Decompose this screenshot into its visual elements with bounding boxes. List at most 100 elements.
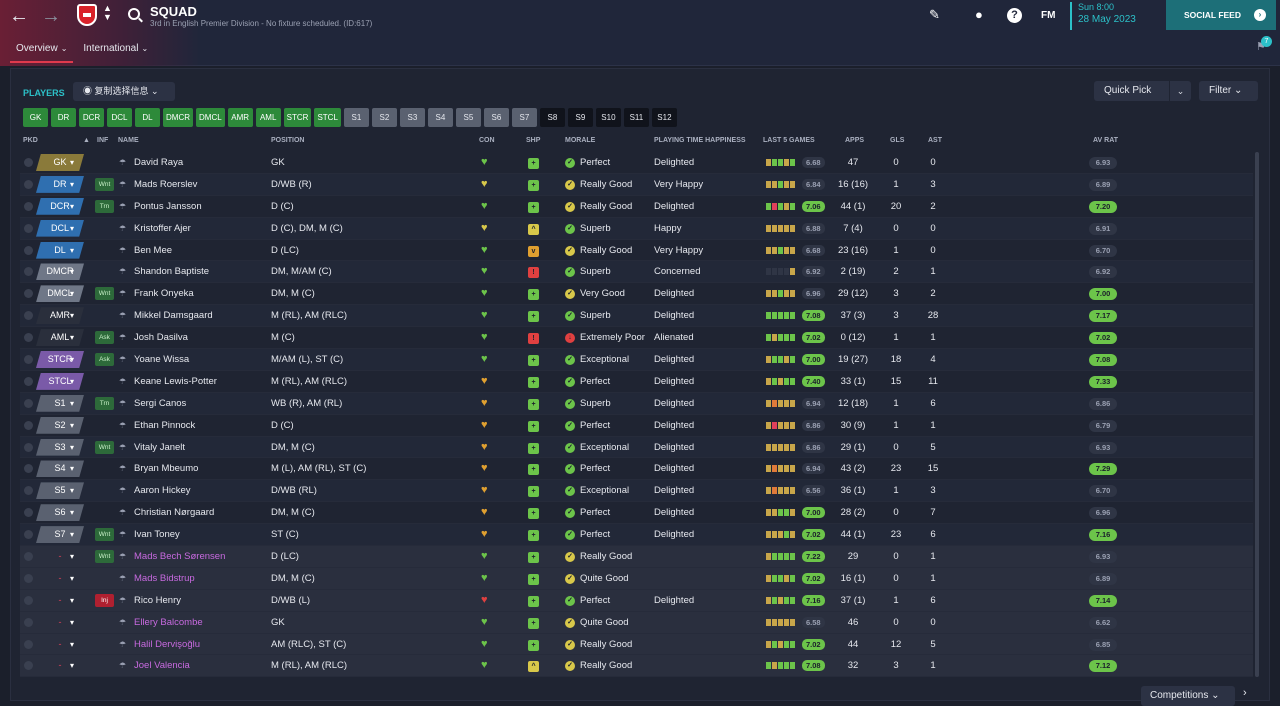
chevron-down-icon[interactable]: ▾	[70, 398, 75, 408]
chevron-down-icon[interactable]: ▾	[70, 376, 75, 386]
scrollbar[interactable]	[1255, 152, 1259, 677]
picked-position-badge[interactable]: AMR	[36, 307, 84, 325]
col-apps[interactable]: APPS	[845, 137, 865, 144]
select-checkbox[interactable]	[24, 223, 33, 233]
player-name[interactable]: Joel Valencia	[134, 660, 190, 672]
select-checkbox[interactable]	[24, 398, 33, 408]
player-name[interactable]: Keane Lewis-Potter	[134, 375, 217, 387]
player-name[interactable]: Ellery Balcombe	[134, 616, 203, 628]
col-pkd[interactable]: PKD	[23, 137, 38, 144]
picked-position-badge[interactable]: S5	[36, 482, 84, 500]
filter-button[interactable]: Filter ⌄	[1199, 81, 1258, 101]
tab-overview[interactable]: Overview ⌄	[10, 41, 74, 66]
select-checkbox[interactable]	[24, 376, 33, 386]
table-row[interactable]: - ▾ ☂ Ellery Balcombe GK ♥ + ✓ Quite Good 6.58 46 0…	[20, 611, 1253, 634]
position-chip-s8[interactable]: S8	[539, 108, 565, 127]
fm-menu-button[interactable]: FM	[1041, 10, 1056, 21]
picked-position-badge[interactable]: DR	[36, 175, 84, 193]
select-checkbox[interactable]	[24, 661, 33, 671]
club-crest-icon[interactable]	[77, 4, 97, 26]
table-row[interactable]: - ▾ ☂ Halil Dervişoğlu AM (RLC), ST (C) ♥ + ✓ Re…	[20, 633, 1253, 656]
notifications-icon[interactable]: ⚑ 7	[1256, 36, 1272, 53]
chevron-down-icon[interactable]: ▾	[70, 464, 75, 474]
player-name[interactable]: Yoane Wissa	[134, 354, 190, 366]
chevron-down-icon[interactable]: ▾	[70, 201, 75, 211]
picked-position-badge[interactable]: STCR	[36, 351, 84, 369]
competitions-button[interactable]: Competitions ⌄	[1141, 686, 1235, 706]
position-chip-stcl[interactable]: STCL	[314, 108, 341, 127]
position-chip-stcr[interactable]: STCR	[283, 108, 312, 127]
col-pth[interactable]: PLAYING TIME HAPPINESS	[654, 137, 746, 144]
chevron-down-icon[interactable]: ▾	[70, 333, 75, 343]
table-row[interactable]: S1 ▾ Trn ☂ Sergi Canos WB (R), AM (RL) ♥ + ✓ Supe…	[20, 392, 1253, 415]
chevron-down-icon[interactable]: ▾	[70, 486, 75, 496]
position-chip-dl[interactable]: DL	[135, 108, 160, 127]
position-chip-s1[interactable]: S1	[343, 108, 369, 127]
edit-pencil-icon[interactable]: ✎	[929, 7, 940, 22]
chevron-down-icon[interactable]: ▾	[70, 223, 75, 233]
chevron-down-icon[interactable]: ▾	[70, 355, 75, 365]
chevron-down-icon[interactable]: ▾	[70, 639, 75, 649]
col-name[interactable]: NAME	[118, 137, 139, 144]
picked-position-badge[interactable]: S3	[36, 438, 84, 456]
picked-position-badge[interactable]: -	[58, 616, 62, 627]
col-gls[interactable]: GLS	[890, 137, 905, 144]
player-name[interactable]: Josh Dasilva	[134, 332, 188, 344]
player-name[interactable]: Bryan Mbeumo	[134, 463, 199, 475]
player-name[interactable]: Christian Nørgaard	[134, 507, 215, 519]
position-chip-s6[interactable]: S6	[483, 108, 509, 127]
position-chip-s12[interactable]: S12	[651, 108, 677, 127]
select-checkbox[interactable]	[24, 639, 33, 649]
select-checkbox[interactable]	[24, 595, 33, 605]
player-name[interactable]: Sergi Canos	[134, 397, 187, 409]
position-chip-s7[interactable]: S7	[511, 108, 537, 127]
picked-position-badge[interactable]: DCR	[36, 197, 84, 215]
position-chip-dcr[interactable]: DCR	[79, 108, 104, 127]
chevron-down-icon[interactable]: ▾	[70, 573, 75, 583]
picked-position-badge[interactable]: AML	[36, 329, 84, 347]
picked-position-badge[interactable]: -	[58, 572, 62, 583]
social-feed-button[interactable]: SOCIAL FEED ›	[1166, 0, 1276, 30]
select-checkbox[interactable]	[24, 245, 33, 255]
table-row[interactable]: STCL ▾ ☂ Keane Lewis-Potter M (RL), AM (RLC)…	[20, 371, 1253, 393]
date-box[interactable]: Sun 8:00 28 May 2023	[1070, 2, 1136, 30]
player-name[interactable]: Halil Dervişoğlu	[134, 638, 200, 650]
select-checkbox[interactable]	[24, 311, 33, 321]
table-row[interactable]: DCL ▾ ☂ Kristoffer Ajer D (C), DM, M (C) ♥ ^ ✓ S…	[20, 217, 1253, 240]
chevron-down-icon[interactable]: ▾	[70, 179, 75, 189]
player-name[interactable]: Vitaly Janelt	[134, 441, 186, 453]
position-chip-dmcr[interactable]: DMCR	[163, 108, 193, 127]
table-row[interactable]: DCR ▾ Trn ☂ Pontus Jansson D (C) ♥ + ✓ Really Goo…	[20, 196, 1253, 218]
select-checkbox[interactable]	[24, 508, 33, 518]
position-chip-s11[interactable]: S11	[623, 108, 649, 127]
picked-position-badge[interactable]: DL	[36, 241, 84, 259]
table-row[interactable]: AMR ▾ ☂ Mikkel Damsgaard M (RL), AM (RLC) ♥ + ✓…	[20, 305, 1253, 328]
player-name[interactable]: Mads Bech Sørensen	[134, 551, 226, 563]
chevron-right-icon[interactable]: ›	[1243, 687, 1247, 699]
chevron-down-icon[interactable]: ▾	[70, 267, 75, 277]
tab-international[interactable]: International ⌄	[77, 41, 154, 66]
search-icon[interactable]	[128, 8, 140, 20]
table-row[interactable]: S2 ▾ ☂ Ethan Pinnock D (C) ♥ + ✓ Perfect Delighte…	[20, 415, 1253, 437]
chevron-down-icon[interactable]: ▾	[70, 661, 75, 671]
table-row[interactable]: DMCR ▾ ☂ Shandon Baptiste DM, M/AM (C) ♥! ✓ Sup…	[20, 261, 1253, 284]
picked-position-badge[interactable]: S4	[36, 460, 84, 478]
col-inf[interactable]: INF	[97, 137, 109, 144]
select-checkbox[interactable]	[24, 355, 33, 365]
player-name[interactable]: Mads Roerslev	[134, 178, 198, 190]
picked-position-badge[interactable]: S1	[36, 394, 84, 412]
position-chip-aml[interactable]: AML	[255, 108, 281, 127]
picked-position-badge[interactable]: -	[58, 638, 62, 649]
position-chip-s3[interactable]: S3	[399, 108, 425, 127]
player-name[interactable]: Pontus Jansson	[134, 200, 202, 212]
table-row[interactable]: S6 ▾ ☂ Christian Nørgaard DM, M (C) ♥ + ✓ Perfec…	[20, 502, 1253, 525]
chevron-down-icon[interactable]: ▾	[70, 442, 75, 452]
chevron-down-icon[interactable]: ▾	[70, 158, 75, 167]
position-chip-dcl[interactable]: DCL	[107, 108, 132, 127]
position-chip-s5[interactable]: S5	[455, 108, 481, 127]
chevron-down-icon[interactable]: ▾	[70, 508, 75, 518]
select-checkbox[interactable]	[24, 201, 33, 211]
chevron-down-icon[interactable]: ▾	[70, 289, 75, 299]
col-con[interactable]: CON	[479, 137, 495, 144]
select-checkbox[interactable]	[24, 158, 33, 167]
